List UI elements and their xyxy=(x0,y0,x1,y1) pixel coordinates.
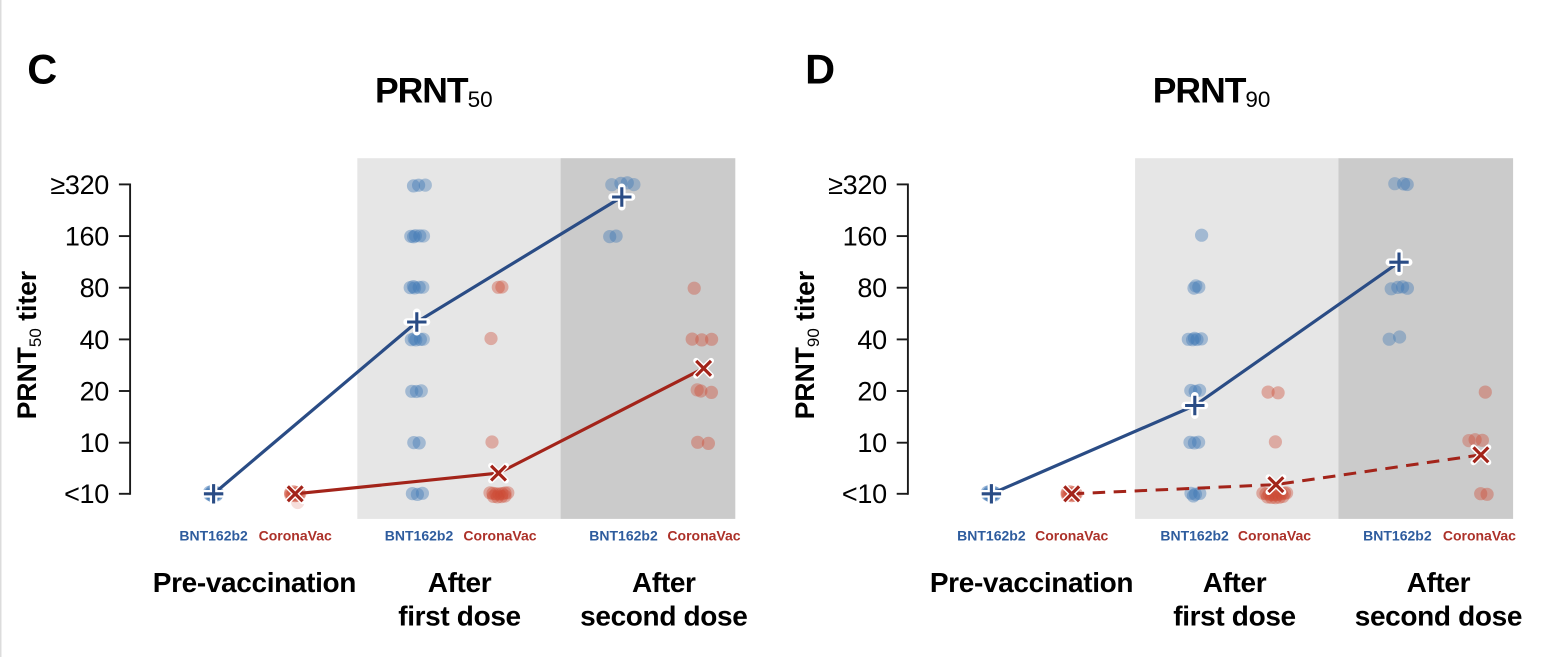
svg-text:80: 80 xyxy=(857,273,886,303)
svg-text:After: After xyxy=(1203,567,1267,598)
svg-text:BNT162b2: BNT162b2 xyxy=(1363,527,1432,543)
svg-text:20: 20 xyxy=(80,376,109,406)
svg-text:≥320: ≥320 xyxy=(50,170,109,200)
svg-text:BNT162b2: BNT162b2 xyxy=(179,527,248,543)
svg-text:Pre-vaccination: Pre-vaccination xyxy=(930,567,1133,598)
svg-text:second dose: second dose xyxy=(580,600,747,631)
svg-text:CoronaVac: CoronaVac xyxy=(463,527,536,543)
svg-text:CoronaVac: CoronaVac xyxy=(259,527,332,543)
svg-text:<10: <10 xyxy=(64,479,109,509)
svg-text:160: 160 xyxy=(843,222,887,252)
svg-text:20: 20 xyxy=(857,376,886,406)
svg-text:D: D xyxy=(805,46,835,93)
svg-text:10: 10 xyxy=(857,428,886,458)
svg-text:After: After xyxy=(1407,567,1471,598)
svg-text:first dose: first dose xyxy=(398,600,521,631)
svg-text:40: 40 xyxy=(80,325,109,355)
svg-text:CoronaVac: CoronaVac xyxy=(1238,527,1311,543)
svg-text:C: C xyxy=(27,46,57,93)
svg-text:CoronaVac: CoronaVac xyxy=(1443,527,1516,543)
svg-text:first dose: first dose xyxy=(1173,600,1296,631)
svg-text:After: After xyxy=(428,567,492,598)
svg-text:10: 10 xyxy=(80,428,109,458)
svg-text:BNT162b2: BNT162b2 xyxy=(385,527,454,543)
svg-text:BNT162b2: BNT162b2 xyxy=(1160,527,1229,543)
svg-text:After: After xyxy=(632,567,696,598)
svg-text:CoronaVac: CoronaVac xyxy=(1035,527,1108,543)
svg-text:CoronaVac: CoronaVac xyxy=(667,527,740,543)
svg-text:second dose: second dose xyxy=(1355,600,1522,631)
svg-text:<10: <10 xyxy=(842,479,887,509)
svg-text:BNT162b2: BNT162b2 xyxy=(589,527,658,543)
svg-text:Pre-vaccination: Pre-vaccination xyxy=(153,567,356,598)
svg-text:≥320: ≥320 xyxy=(828,170,887,200)
svg-text:BNT162b2: BNT162b2 xyxy=(957,527,1026,543)
svg-text:160: 160 xyxy=(65,222,109,252)
svg-text:80: 80 xyxy=(80,273,109,303)
svg-text:40: 40 xyxy=(857,325,886,355)
